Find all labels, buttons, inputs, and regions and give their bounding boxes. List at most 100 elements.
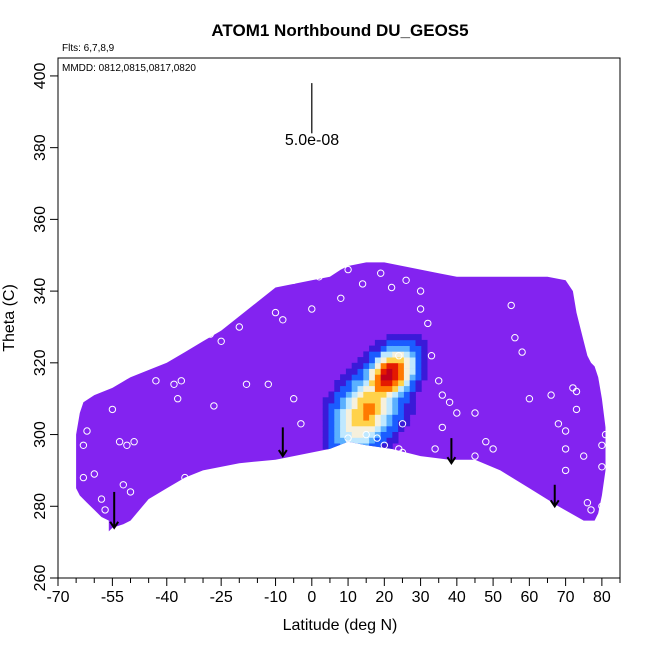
heatmap-cell (409, 368, 416, 375)
heatmap-cell (322, 443, 329, 450)
heatmap-cell (403, 374, 411, 381)
heatmap-cell (398, 385, 405, 392)
flight-arrow (446, 438, 457, 466)
heatmap-cell (398, 397, 405, 404)
heatmap-cell (369, 374, 376, 381)
heatmap-cell (351, 385, 358, 392)
heatmap-cell (386, 374, 393, 381)
y-tick-label: 320 (32, 349, 49, 376)
observation-point (482, 438, 490, 446)
heatmap-cell (369, 362, 376, 369)
heatmap-cell (351, 414, 358, 421)
observation-point (380, 441, 388, 449)
axes: -70 -55 -40 -25 -10 0 10 20 30 40 50 60 70 80 260 280 30… (32, 57, 621, 606)
heatmap-cell (374, 362, 382, 369)
observation-point (453, 409, 461, 417)
heatmap-cell (409, 385, 416, 392)
heatmap-cell (380, 357, 387, 364)
heatmap-cell (392, 385, 399, 392)
heatmap-cell (398, 368, 405, 375)
heatmap-cell (392, 380, 399, 387)
heatmap-cell (345, 403, 353, 410)
observation-point (90, 470, 99, 478)
flights-note: Flts: 6,7,8,9 (62, 43, 115, 54)
y-tick-label: 340 (32, 278, 49, 305)
heatmap-cell (340, 391, 347, 398)
heatmap-cell (380, 391, 387, 398)
heatmap-cell (357, 362, 364, 369)
heatmap-cell (369, 380, 376, 387)
heatmap-cell (398, 339, 405, 346)
heatmap-cell (421, 345, 428, 352)
heatmap-cell (380, 339, 387, 346)
heatmap-cell (363, 374, 370, 381)
heatmap-cell (334, 397, 341, 404)
heatmap-cell (369, 368, 376, 375)
heatmap-cell (369, 408, 376, 415)
heatmap-cell (403, 380, 411, 387)
heatmap-cell (363, 403, 370, 410)
heatmap-cell (403, 397, 411, 404)
heatmap-cell (351, 397, 358, 404)
heatmap-cell (345, 408, 353, 415)
heatmap-cell (392, 374, 399, 381)
heatmap-cell (340, 397, 347, 404)
heatmap-cell (415, 334, 422, 341)
flight-arrow (277, 427, 288, 458)
heatmap-cell (357, 374, 364, 381)
heatmap-cell (386, 397, 393, 404)
observation-point (123, 441, 131, 449)
heatmap-cell (421, 374, 428, 381)
heatmap-cell (363, 357, 370, 364)
observation-point (362, 430, 370, 439)
heatmap-cell (345, 385, 353, 392)
heatmap-cell (328, 431, 335, 438)
heatmap-cell (415, 385, 422, 392)
x-tick-label: -40 (155, 589, 178, 606)
heatmap-cell (357, 420, 364, 427)
heatmap-cell (340, 431, 347, 438)
heatmap-cell (398, 408, 405, 415)
heatmap-cell (380, 437, 387, 444)
heatmap-cell (369, 391, 376, 398)
heatmap-cell (322, 425, 329, 432)
heatmap-cell (398, 380, 405, 387)
heatmap-cell (328, 443, 335, 450)
heatmap-cell (322, 403, 329, 410)
heatmap-cell (345, 420, 353, 427)
heatmap-cell (403, 368, 411, 375)
heatmap-cell (357, 443, 364, 450)
x-tick-label: 20 (375, 589, 393, 606)
observation-point (115, 438, 124, 446)
heatmap-cell (415, 362, 422, 369)
heatmap-cell (409, 391, 416, 398)
heatmap-cell (392, 431, 399, 438)
chart-title: ATOM1 Northbound DU_GEOS5 (211, 21, 468, 40)
heatmap-cell (340, 408, 347, 415)
heatmap-cell (380, 420, 387, 427)
heatmap-cell (421, 351, 428, 358)
heatmap-cell (415, 357, 422, 364)
observation-point (398, 420, 407, 428)
observation-point (525, 395, 534, 403)
heatmap-cell (386, 385, 393, 392)
heatmap-cell (334, 437, 341, 444)
heatmap-cell (345, 374, 353, 381)
heatmap-cell (398, 425, 405, 432)
arrow-head (277, 449, 288, 458)
heatmap-cell (351, 437, 358, 444)
observation-point (337, 294, 345, 302)
heatmap-cell (334, 380, 341, 387)
heatmap-cell (369, 414, 376, 421)
observation-point (235, 323, 244, 331)
heatmap-cell (369, 420, 376, 427)
flight-arrow (109, 491, 120, 530)
observation-point (395, 352, 403, 360)
heatmap-cell (351, 403, 358, 410)
heatmap-cell (328, 414, 335, 421)
heatmap-cell (421, 357, 428, 364)
heatmap-cell (345, 380, 353, 387)
heatmap-cell (409, 362, 416, 369)
heatmap-cell (351, 391, 358, 398)
heatmap-cell (363, 437, 370, 444)
